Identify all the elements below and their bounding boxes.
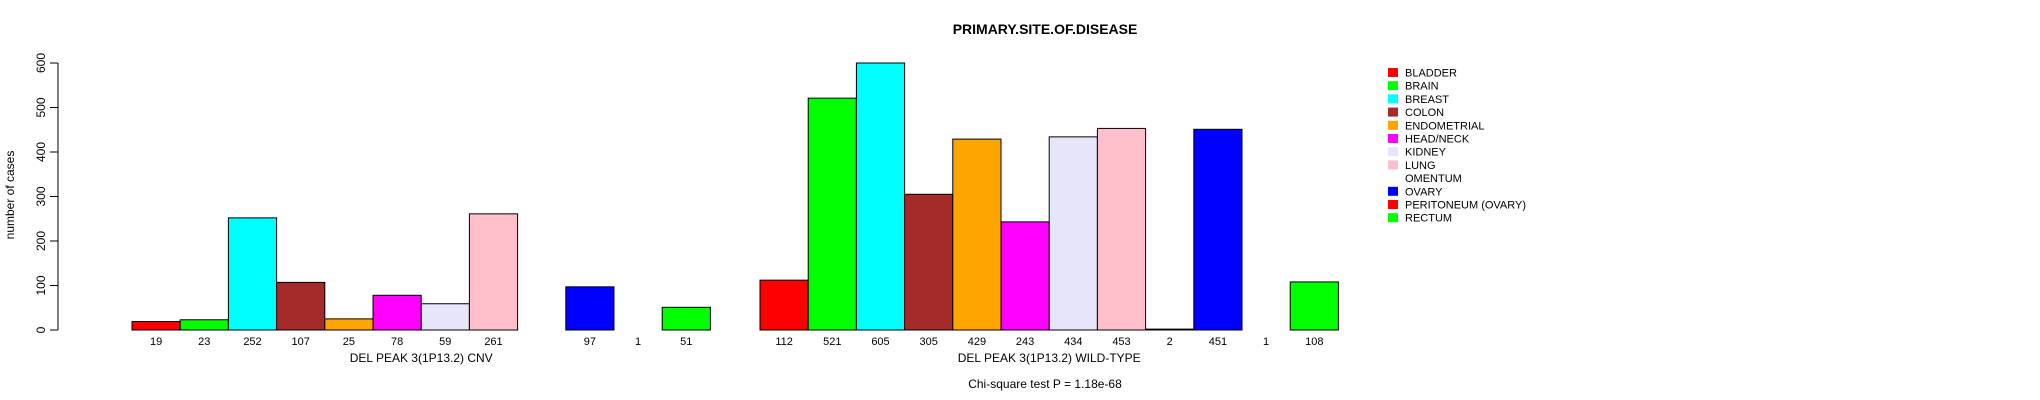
- count-label: 2: [1167, 336, 1173, 348]
- count-label: 1: [635, 336, 641, 348]
- count-label: 434: [1064, 336, 1082, 348]
- count-label: 59: [439, 336, 451, 348]
- count-label: 453: [1112, 336, 1130, 348]
- bar: [1096, 127, 1147, 331]
- count-label: 305: [920, 336, 938, 348]
- bar: [807, 97, 857, 331]
- bar: [855, 62, 906, 331]
- count-label: 521: [823, 336, 841, 348]
- legend-label: HEAD/NECK: [1405, 134, 1470, 146]
- bar: [904, 193, 954, 331]
- bar: [1289, 281, 1339, 331]
- count-label: 451: [1209, 336, 1227, 348]
- count-label: 605: [871, 336, 889, 348]
- count-label: 243: [1016, 336, 1034, 348]
- count-label: 25: [343, 336, 355, 348]
- bar-group-1: 19 23 252 107 25 78 59 261 97 1 51 DEL PEAK 3(1P13.…: [131, 213, 711, 365]
- bar: [179, 319, 229, 331]
- legend-swatch: [1387, 173, 1399, 184]
- legend-swatch: [1388, 81, 1398, 91]
- bar: [661, 306, 711, 331]
- count-label: 97: [584, 336, 596, 348]
- y-tick-label: 600: [34, 53, 48, 73]
- chart-title: PRIMARY.SITE.OF.DISEASE: [953, 21, 1138, 37]
- legend-label: RECTUM: [1405, 213, 1452, 225]
- bar: [372, 294, 422, 331]
- count-label: 23: [198, 336, 210, 348]
- legend-label: ENDOMETRIAL: [1405, 120, 1484, 132]
- count-label: 261: [484, 336, 502, 348]
- count-label: 112: [775, 336, 793, 348]
- legend-label: LUNG: [1405, 160, 1436, 172]
- y-tick-label: 400: [34, 142, 48, 162]
- legend-swatch: [1388, 160, 1398, 170]
- bar: [131, 321, 181, 331]
- legend-label: OVARY: [1405, 186, 1443, 198]
- bar: [1193, 128, 1243, 331]
- legend-swatch: [1388, 134, 1398, 143]
- bar: [468, 213, 519, 331]
- bar: [565, 286, 615, 331]
- bar: [759, 279, 809, 331]
- count-label: 19: [150, 336, 162, 348]
- bar-group-2: 112 521 605 305 429 243 434 453 2 451 1 108 DEL PEAK…: [759, 62, 1339, 365]
- bar: [324, 318, 374, 331]
- legend-label: PERITONEUM (OVARY): [1405, 200, 1526, 212]
- legend-swatch: [1388, 94, 1398, 104]
- y-tick-label: 500: [34, 97, 48, 117]
- count-label: 429: [968, 336, 986, 348]
- y-tick-label: 300: [34, 186, 48, 206]
- legend-label: OMENTUM: [1405, 173, 1462, 185]
- bar: [1000, 221, 1050, 331]
- legend-swatch: [1388, 107, 1398, 117]
- bar-groups: 19 23 252 107 25 78 59 261 97 1 51 DEL PEAK 3(1P13.…: [131, 62, 1339, 365]
- footnote: Chi-square test P = 1.18e-68: [968, 377, 1122, 391]
- bar: [420, 303, 470, 331]
- bar: [227, 217, 278, 331]
- count-label: 1: [1263, 336, 1269, 348]
- group-label: DEL PEAK 3(1P13.2) WILD-TYPE: [958, 351, 1141, 365]
- y-tick-label: 100: [34, 275, 48, 295]
- count-label: 107: [292, 336, 310, 348]
- y-tick-label: 200: [34, 231, 48, 251]
- y-tick-label: 0: [34, 326, 48, 333]
- legend-swatch: [1388, 200, 1398, 209]
- legend-swatch: [1388, 147, 1398, 157]
- y-axis: 0 100 200 300 400 500 600: [34, 53, 59, 333]
- count-label: 51: [680, 336, 692, 348]
- legend-label: BRAIN: [1405, 81, 1439, 93]
- group-label: DEL PEAK 3(1P13.2) CNV: [350, 351, 493, 365]
- count-label: 78: [391, 336, 403, 348]
- legend-label: COLON: [1405, 107, 1444, 119]
- bar: [276, 281, 326, 331]
- count-label: 252: [243, 336, 261, 348]
- legend-label: KIDNEY: [1405, 147, 1447, 159]
- bar: [952, 138, 1002, 331]
- bar: [1048, 136, 1098, 331]
- legend-swatch: [1388, 186, 1398, 196]
- legend-label: BLADDER: [1405, 68, 1457, 80]
- legend-swatch: [1388, 68, 1398, 77]
- y-axis-label: number of cases: [3, 151, 17, 240]
- legend-label: BREAST: [1405, 94, 1449, 106]
- legend-swatch: [1388, 120, 1398, 130]
- bar: [1145, 328, 1195, 331]
- legend-swatch: [1388, 213, 1398, 223]
- count-label: 108: [1305, 336, 1323, 348]
